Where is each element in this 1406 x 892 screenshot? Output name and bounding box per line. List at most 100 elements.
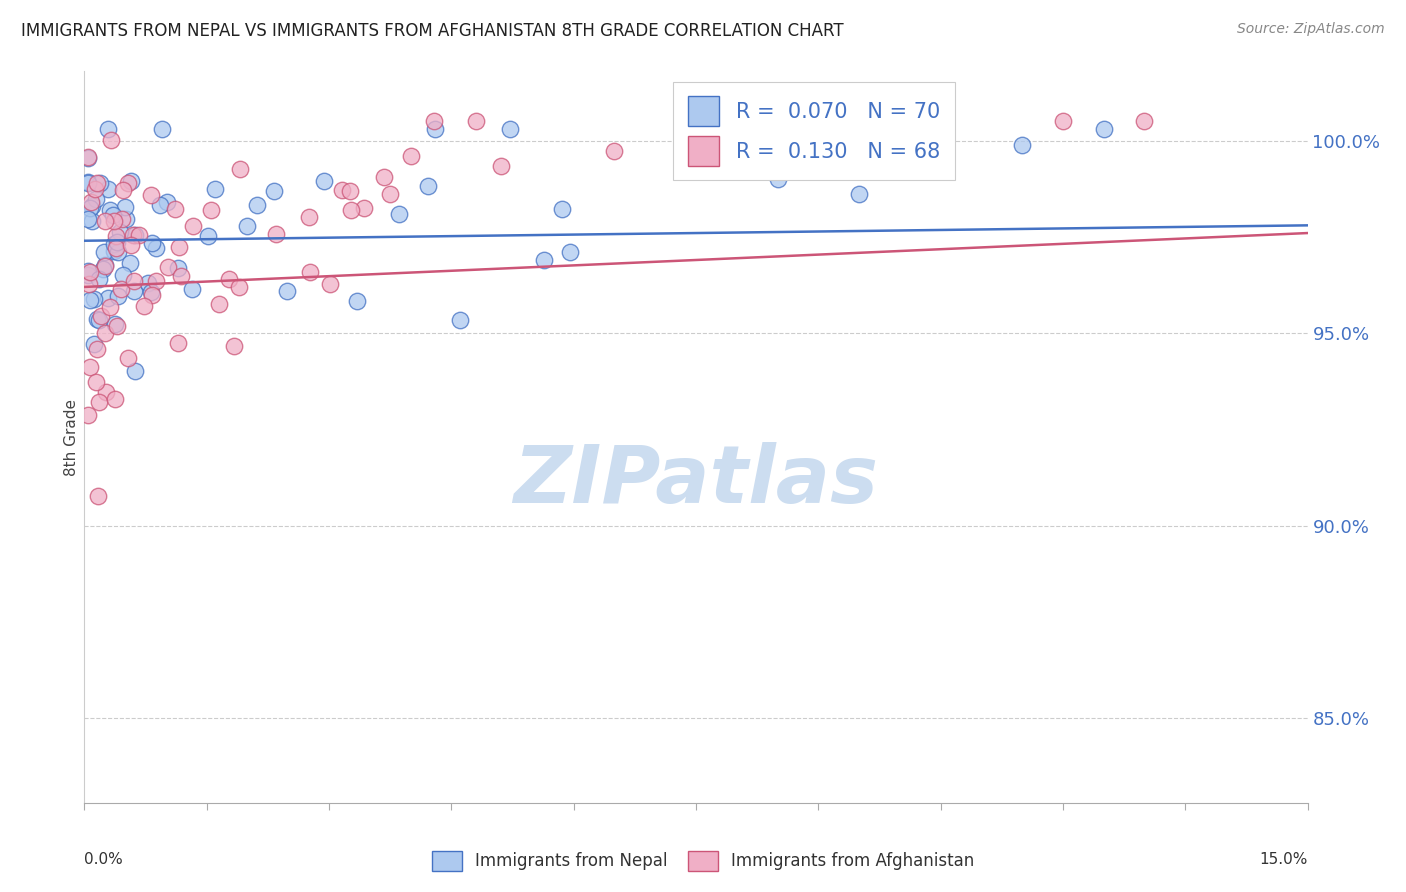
Point — [339, 184, 361, 198]
Point — [929, 163, 952, 178]
Point — [111, 268, 134, 282]
Point — [89, 176, 111, 190]
Point — [77, 408, 100, 422]
Point — [86, 489, 108, 503]
Point — [298, 265, 321, 279]
Point — [115, 212, 138, 227]
Point — [103, 236, 125, 251]
Point — [157, 260, 180, 274]
Point — [77, 277, 100, 291]
Point — [167, 240, 190, 254]
Point — [79, 360, 101, 375]
Point — [145, 241, 167, 255]
Text: ZIPatlas: ZIPatlas — [513, 442, 879, 520]
Point — [80, 199, 103, 213]
Point — [200, 203, 222, 218]
Point — [83, 292, 105, 306]
Point — [464, 114, 486, 128]
Point — [111, 212, 134, 227]
Point — [246, 198, 269, 212]
Point — [228, 280, 250, 294]
Point — [105, 241, 128, 255]
Point — [86, 342, 108, 356]
Point — [332, 183, 354, 197]
Point — [551, 202, 574, 216]
Point — [208, 297, 231, 311]
Point — [218, 272, 240, 286]
Legend: Immigrants from Nepal, Immigrants from Afghanistan: Immigrants from Nepal, Immigrants from A… — [423, 842, 983, 880]
Text: 15.0%: 15.0% — [1260, 852, 1308, 867]
Point — [84, 182, 107, 196]
Point — [110, 282, 132, 296]
Point — [1011, 137, 1033, 152]
Point — [97, 182, 120, 196]
Point — [105, 229, 128, 244]
Point — [141, 235, 163, 250]
Point — [118, 256, 141, 270]
Point — [107, 244, 129, 259]
Point — [94, 259, 117, 273]
Point — [103, 214, 125, 228]
Point — [373, 169, 395, 184]
Point — [91, 262, 114, 277]
Point — [84, 375, 107, 389]
Point — [89, 394, 111, 409]
Point — [83, 336, 105, 351]
Point — [79, 194, 101, 209]
Point — [128, 228, 150, 243]
Point — [105, 235, 128, 250]
Point — [380, 187, 402, 202]
Point — [181, 219, 204, 234]
Point — [150, 122, 173, 136]
Point — [340, 203, 363, 218]
Point — [101, 208, 124, 222]
Point — [423, 122, 446, 136]
Point — [98, 300, 121, 314]
Text: 0.0%: 0.0% — [84, 852, 124, 867]
Point — [1133, 114, 1156, 128]
Point — [107, 289, 129, 303]
Point — [122, 227, 145, 242]
Point — [388, 207, 411, 221]
Text: Source: ZipAtlas.com: Source: ZipAtlas.com — [1237, 22, 1385, 37]
Point — [499, 122, 522, 136]
Point — [156, 195, 179, 210]
Point — [533, 252, 555, 267]
Point — [166, 260, 188, 275]
Point — [124, 274, 146, 288]
Point — [145, 275, 167, 289]
Point — [100, 202, 122, 217]
Point — [108, 225, 131, 239]
Point — [929, 137, 952, 152]
Point — [77, 176, 100, 190]
Point — [449, 313, 471, 327]
Point — [77, 150, 100, 164]
Point — [114, 201, 136, 215]
Point — [346, 293, 368, 308]
Text: IMMIGRANTS FROM NEPAL VS IMMIGRANTS FROM AFGHANISTAN 8TH GRADE CORRELATION CHART: IMMIGRANTS FROM NEPAL VS IMMIGRANTS FROM… — [21, 22, 844, 40]
Point — [197, 228, 219, 243]
Point — [107, 319, 129, 334]
Point — [96, 122, 118, 136]
Point — [94, 259, 117, 273]
Point — [86, 311, 108, 326]
Point — [298, 210, 321, 224]
Point — [236, 219, 259, 233]
Point — [90, 309, 112, 323]
Point — [1052, 114, 1074, 128]
Point — [79, 201, 101, 215]
Point — [124, 364, 146, 378]
Point — [84, 193, 107, 207]
Point — [112, 183, 135, 197]
Point — [132, 299, 155, 313]
Point — [766, 172, 789, 186]
Point — [312, 174, 335, 188]
Point — [97, 291, 120, 305]
Point — [319, 277, 342, 291]
Y-axis label: 8th Grade: 8th Grade — [63, 399, 79, 475]
Point — [87, 313, 110, 327]
Point — [77, 264, 100, 278]
Point — [276, 284, 298, 298]
Point — [139, 285, 162, 299]
Point — [120, 237, 142, 252]
